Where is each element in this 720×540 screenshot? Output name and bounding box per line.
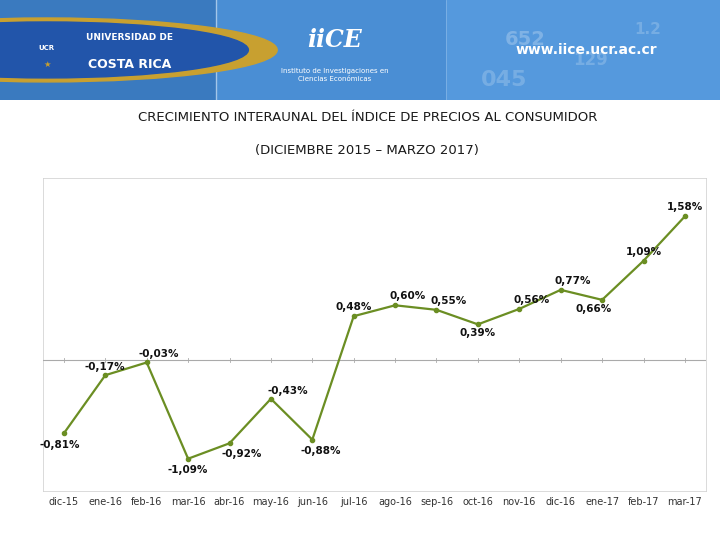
Bar: [216, 0, 720, 100]
Text: -0,43%: -0,43%: [267, 386, 307, 396]
Text: -0,03%: -0,03%: [139, 349, 179, 359]
Text: -1,09%: -1,09%: [168, 464, 208, 475]
Text: UCR: UCR: [39, 45, 55, 51]
Text: www.iice.ucr.ac.cr: www.iice.ucr.ac.cr: [516, 43, 657, 57]
Text: 045: 045: [481, 70, 527, 90]
Text: UNIVERSIDAD DE: UNIVERSIDAD DE: [86, 33, 173, 43]
Text: 0,39%: 0,39%: [460, 328, 496, 339]
Text: 0,66%: 0,66%: [576, 304, 612, 314]
Text: 1,58%: 1,58%: [667, 202, 703, 212]
Text: 0,48%: 0,48%: [336, 302, 372, 312]
Circle shape: [0, 22, 248, 78]
Text: 1.2: 1.2: [634, 23, 662, 37]
Text: -0,17%: -0,17%: [85, 362, 125, 372]
Text: -0,92%: -0,92%: [222, 449, 262, 459]
Text: 0,77%: 0,77%: [555, 276, 591, 286]
Text: CRECIMIENTO INTERAUNAL DEL ÍNDICE DE PRECIOS AL CONSUMIDOR: CRECIMIENTO INTERAUNAL DEL ÍNDICE DE PRE…: [138, 111, 597, 124]
Text: COSTA RICA: COSTA RICA: [88, 58, 171, 71]
Text: 0,56%: 0,56%: [513, 295, 550, 305]
Text: ★: ★: [43, 60, 50, 70]
Text: 0,55%: 0,55%: [431, 296, 467, 306]
Text: -0,88%: -0,88%: [300, 446, 341, 456]
Text: 1,09%: 1,09%: [626, 247, 662, 256]
Text: (DICIEMBRE 2015 – MARZO 2017): (DICIEMBRE 2015 – MARZO 2017): [256, 144, 479, 157]
Bar: [446, 0, 720, 100]
Text: iiCE: iiCE: [307, 28, 362, 52]
Text: Instituto de Investigaciones en
Ciencias Económicas: Instituto de Investigaciones en Ciencias…: [281, 68, 389, 82]
Text: 0,60%: 0,60%: [390, 291, 426, 301]
Text: 652: 652: [505, 30, 546, 50]
Text: 129: 129: [573, 51, 608, 69]
Text: -0,81%: -0,81%: [40, 440, 80, 450]
Circle shape: [0, 18, 277, 82]
